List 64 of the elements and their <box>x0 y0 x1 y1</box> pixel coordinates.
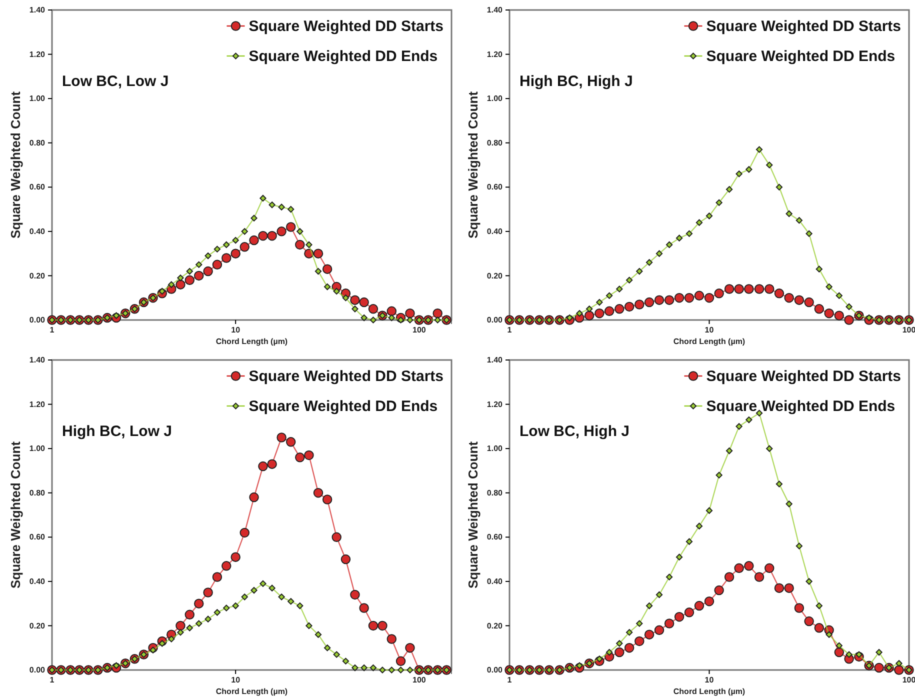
y-tick-label: 0.80 <box>486 488 504 498</box>
y-tick-label: 0.40 <box>486 226 504 236</box>
y-tick-label: 1.00 <box>29 94 46 104</box>
legend-label: Square Weighted DD Ends <box>706 398 896 415</box>
x-tick-label: 100 <box>902 326 915 335</box>
y-tick-label: 1.20 <box>486 400 504 409</box>
text: Low BC, Low J <box>62 73 169 90</box>
legend-label: Square Weighted DD Starts <box>248 368 444 385</box>
text: High BC, High J <box>520 73 633 90</box>
x-axis-title: Chord Length (µm) <box>673 687 746 696</box>
y-tick-label: 0.00 <box>29 666 46 675</box>
text: High BC, Low J <box>62 423 172 440</box>
y-tick-label: 0.60 <box>486 532 504 542</box>
x-axis-title: Chord Length (µm) <box>216 337 288 346</box>
x-tick-label: 100 <box>412 676 426 685</box>
y-tick-label: 0.60 <box>29 182 46 192</box>
y-tick-label: 0.00 <box>29 316 46 325</box>
y-tick-label: 0.20 <box>29 271 46 280</box>
y-tick-label: 0.60 <box>486 182 504 192</box>
x-tick-label: 10 <box>704 676 714 685</box>
x-tick-label: 1 <box>507 676 512 685</box>
y-tick-label: 0.00 <box>486 316 504 325</box>
x-axis-title: Chord Length (µm) <box>216 687 288 696</box>
x-tick-label: 10 <box>231 676 241 685</box>
x-tick-label: 10 <box>231 326 241 335</box>
y-tick-label: 0.40 <box>29 226 46 236</box>
x-tick-label: 100 <box>412 326 426 335</box>
text: Low BC, High J <box>520 423 630 440</box>
y-tick-label: 0.40 <box>29 576 46 586</box>
y-axis-title: Square Weighted Count <box>8 90 23 239</box>
y-tick-label: 0.20 <box>486 621 504 630</box>
legend-label: Square Weighted DD Ends <box>248 398 438 415</box>
legend-label: Square Weighted DD Starts <box>706 18 901 35</box>
y-tick-label: 0.20 <box>486 271 504 280</box>
x-tick-label: 1 <box>50 326 55 335</box>
y-tick-label: 0.00 <box>486 666 504 675</box>
x-axis-title: Chord Length (µm) <box>673 337 746 346</box>
y-tick-label: 0.40 <box>486 576 504 586</box>
legend-label: Square Weighted DD Starts <box>706 368 901 385</box>
legend-label: Square Weighted DD Ends <box>248 48 438 65</box>
x-tick-label: 100 <box>902 676 915 685</box>
y-tick-label: 1.20 <box>29 400 46 409</box>
y-axis-title: Square Weighted Count <box>8 440 23 589</box>
x-tick-label: 10 <box>704 326 714 335</box>
y-tick-label: 1.40 <box>486 6 504 15</box>
y-tick-label: 1.40 <box>486 356 504 365</box>
y-tick-label: 0.80 <box>29 138 46 148</box>
x-tick-label: 1 <box>507 326 512 335</box>
y-tick-label: 1.00 <box>486 444 504 454</box>
legend-label: Square Weighted DD Ends <box>706 48 896 65</box>
y-axis-title: Square Weighted Count <box>466 440 480 589</box>
y-tick-label: 1.40 <box>29 356 46 365</box>
legend-label: Square Weighted DD Starts <box>248 18 444 35</box>
y-axis-title: Square Weighted Count <box>466 90 480 239</box>
y-tick-label: 1.20 <box>486 50 504 59</box>
y-tick-label: 1.00 <box>486 94 504 104</box>
y-tick-label: 1.40 <box>29 6 46 15</box>
y-tick-label: 0.20 <box>29 621 46 630</box>
y-tick-label: 0.80 <box>486 138 504 148</box>
y-tick-label: 1.00 <box>29 444 46 454</box>
y-tick-label: 1.20 <box>29 50 46 59</box>
x-tick-label: 1 <box>50 676 55 685</box>
y-tick-label: 0.60 <box>29 532 46 542</box>
y-tick-label: 0.80 <box>29 488 46 498</box>
